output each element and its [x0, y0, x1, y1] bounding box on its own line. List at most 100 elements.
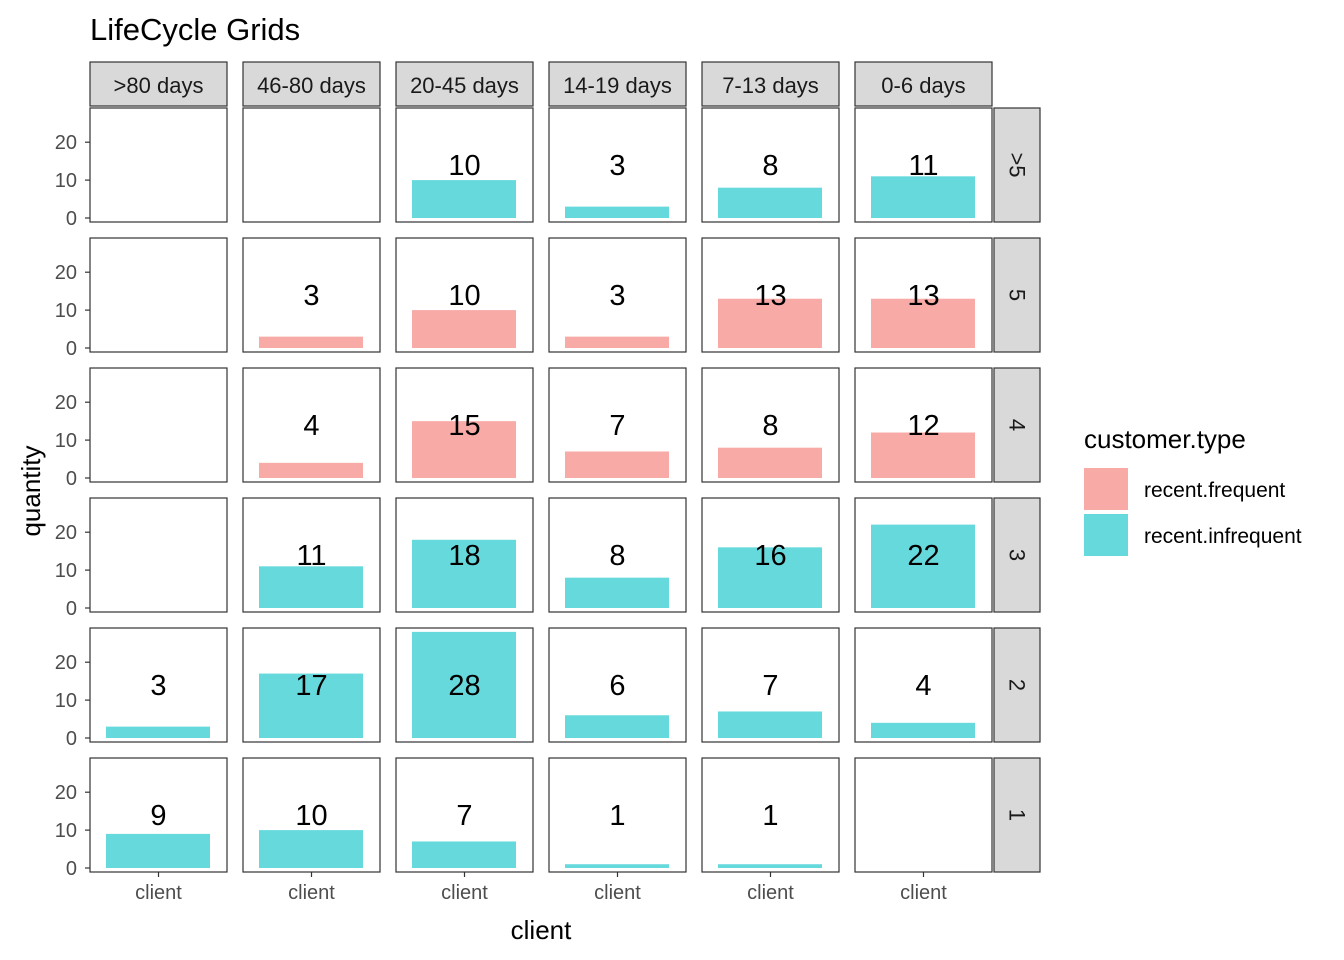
- y-tick-label: 10: [55, 300, 77, 322]
- row-strip-label: 5: [1005, 289, 1030, 301]
- bar-value-label: 7: [609, 410, 625, 442]
- bar-value-label: 3: [609, 280, 625, 312]
- bar: [565, 451, 669, 478]
- y-tick-label: 20: [55, 392, 77, 414]
- bar-value-label: 10: [295, 800, 327, 832]
- x-tick-label: client: [135, 882, 182, 904]
- bar-value-label: 8: [609, 540, 625, 572]
- y-tick-label: 10: [55, 560, 77, 582]
- legend: customer.type recent.frequent recent.infr…: [1084, 424, 1302, 556]
- bar-value-label: 10: [448, 150, 480, 182]
- column-strip: [548, 61, 687, 107]
- bar-value-label: 1: [762, 800, 778, 832]
- bar: [871, 524, 975, 608]
- bar: [106, 833, 210, 868]
- bar: [565, 336, 669, 348]
- y-tick-label: 20: [55, 782, 77, 804]
- bar-value-label: 4: [303, 410, 319, 442]
- bar-value-label: 1: [609, 800, 625, 832]
- bar-value-label: 3: [150, 670, 166, 702]
- row-strip-label: 1: [1005, 809, 1030, 821]
- bar: [259, 566, 363, 608]
- column-strip: [854, 61, 993, 107]
- bar: [871, 432, 975, 478]
- facet-panel: [701, 757, 840, 873]
- axes: 0 10 20 0 10 20 0 10 20 0 10 20 0 10 20 0 10 20 client clie…: [55, 132, 948, 904]
- bar-value-label: 22: [907, 540, 939, 572]
- bar-value-label: 9: [150, 800, 166, 832]
- bar: [718, 711, 822, 738]
- bar-value-label: 16: [754, 540, 786, 572]
- y-tick-label: 0: [66, 598, 77, 620]
- facet-panel: [89, 627, 228, 743]
- y-tick-label: 10: [55, 690, 77, 712]
- bar: [259, 462, 363, 478]
- facet-panel: [89, 497, 228, 613]
- facet-panel: [854, 757, 993, 873]
- facet-panel: [548, 107, 687, 223]
- row-strip-label: >5: [1005, 152, 1030, 177]
- column-strip-label: 20-45 days: [410, 73, 519, 98]
- bar: [718, 547, 822, 608]
- legend-swatch: [1084, 514, 1128, 556]
- bar-value-label: 10: [448, 280, 480, 312]
- y-tick-label: 0: [66, 208, 77, 230]
- bar: [871, 298, 975, 348]
- bar: [565, 864, 669, 868]
- row-strip: [993, 107, 1041, 223]
- row-strip: [993, 627, 1041, 743]
- bar: [412, 421, 516, 478]
- legend-label: recent.infrequent: [1144, 525, 1302, 548]
- y-tick-label: 0: [66, 728, 77, 750]
- facet-panel: [242, 107, 381, 223]
- y-tick-label: 10: [55, 820, 77, 842]
- bar: [106, 726, 210, 738]
- y-tick-label: 20: [55, 132, 77, 154]
- bar: [412, 539, 516, 608]
- bar-value-label: 11: [296, 540, 326, 572]
- bar-value-label: 13: [907, 280, 939, 312]
- y-tick-label: 20: [55, 652, 77, 674]
- bar: [718, 864, 822, 868]
- row-strip-label: 4: [1005, 419, 1030, 431]
- bar: [259, 673, 363, 738]
- legend-swatch: [1084, 468, 1128, 510]
- facet-panel: [89, 107, 228, 223]
- legend-label: recent.frequent: [1144, 479, 1285, 502]
- facet-panel: [242, 237, 381, 353]
- facet-panel: [548, 237, 687, 353]
- bar: [718, 298, 822, 348]
- y-tick-label: 0: [66, 338, 77, 360]
- x-tick-label: client: [288, 882, 335, 904]
- y-tick-label: 10: [55, 170, 77, 192]
- bar-value-label: 18: [448, 540, 480, 572]
- bar: [565, 206, 669, 218]
- column-strip-label: 7-13 days: [722, 73, 819, 98]
- bar-value-label: 8: [762, 410, 778, 442]
- bar-value-label: 6: [609, 670, 625, 702]
- bar-value-label: 11: [908, 150, 938, 182]
- bar-value-label: 12: [907, 410, 939, 442]
- y-tick-label: 10: [55, 430, 77, 452]
- row-strip: [993, 497, 1041, 613]
- bar: [259, 830, 363, 868]
- y-axis-title: quantity: [16, 445, 46, 536]
- row-strip-label: 2: [1005, 679, 1030, 691]
- chart-title: LifeCycle Grids: [90, 12, 300, 47]
- bar: [565, 715, 669, 738]
- facet-panel: [89, 367, 228, 483]
- bar-value-label: 13: [754, 280, 786, 312]
- bar: [718, 187, 822, 218]
- y-tick-label: 0: [66, 468, 77, 490]
- column-strip: [89, 61, 228, 107]
- bar: [718, 447, 822, 478]
- bar: [412, 631, 516, 738]
- row-strip-label: 3: [1005, 549, 1030, 561]
- x-tick-label: client: [747, 882, 794, 904]
- bar: [412, 310, 516, 348]
- facet-panel: [89, 237, 228, 353]
- column-strip-label: 14-19 days: [563, 73, 672, 98]
- bar: [412, 180, 516, 218]
- bar-value-label: 3: [609, 150, 625, 182]
- y-tick-label: 20: [55, 262, 77, 284]
